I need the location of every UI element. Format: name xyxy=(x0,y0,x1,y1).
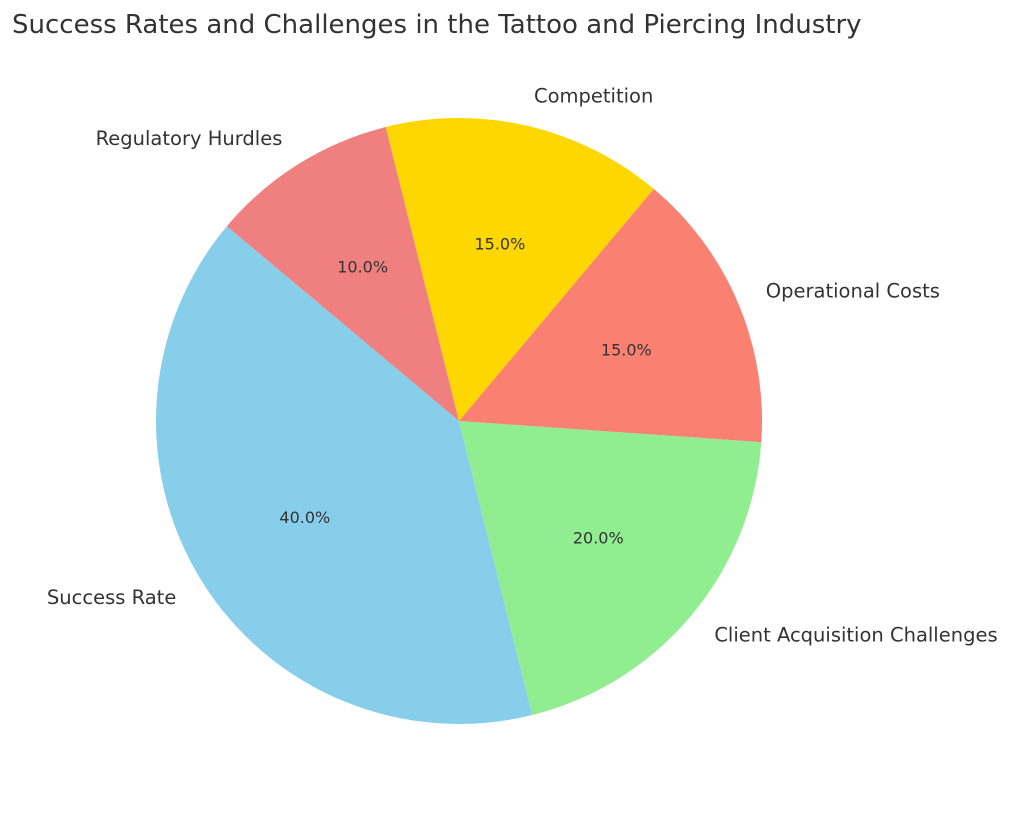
pct-label-regulatory-hurdles: 10.0% xyxy=(337,257,388,276)
pct-label-success-rate: 40.0% xyxy=(279,508,330,527)
slice-label-operational-costs: Operational Costs xyxy=(766,279,940,302)
pie-slice-success-rate xyxy=(155,226,533,724)
chart-title: Success Rates and Challenges in the Tatt… xyxy=(12,10,862,40)
pct-label-competition: 15.0% xyxy=(474,234,525,253)
slice-label-success-rate: Success Rate xyxy=(47,586,176,609)
pie-slice-regulatory-hurdles xyxy=(226,127,459,421)
pie-slice-competition xyxy=(385,118,654,422)
pct-label-client-acquisition-challenges: 20.0% xyxy=(573,528,624,547)
pie-slice-operational-costs xyxy=(459,188,762,443)
pct-label-operational-costs: 15.0% xyxy=(601,340,652,359)
pie-labels: Success Rate 40.0% Client Acquisition Chal… xyxy=(47,85,998,647)
slice-label-regulatory-hurdles: Regulatory Hurdles xyxy=(96,127,283,150)
slice-label-competition: Competition xyxy=(534,85,653,108)
pie-slice-client-acquisition-challenges xyxy=(459,421,762,715)
pie-slices xyxy=(155,118,762,724)
slice-label-client-acquisition-challenges: Client Acquisition Challenges xyxy=(714,624,997,647)
